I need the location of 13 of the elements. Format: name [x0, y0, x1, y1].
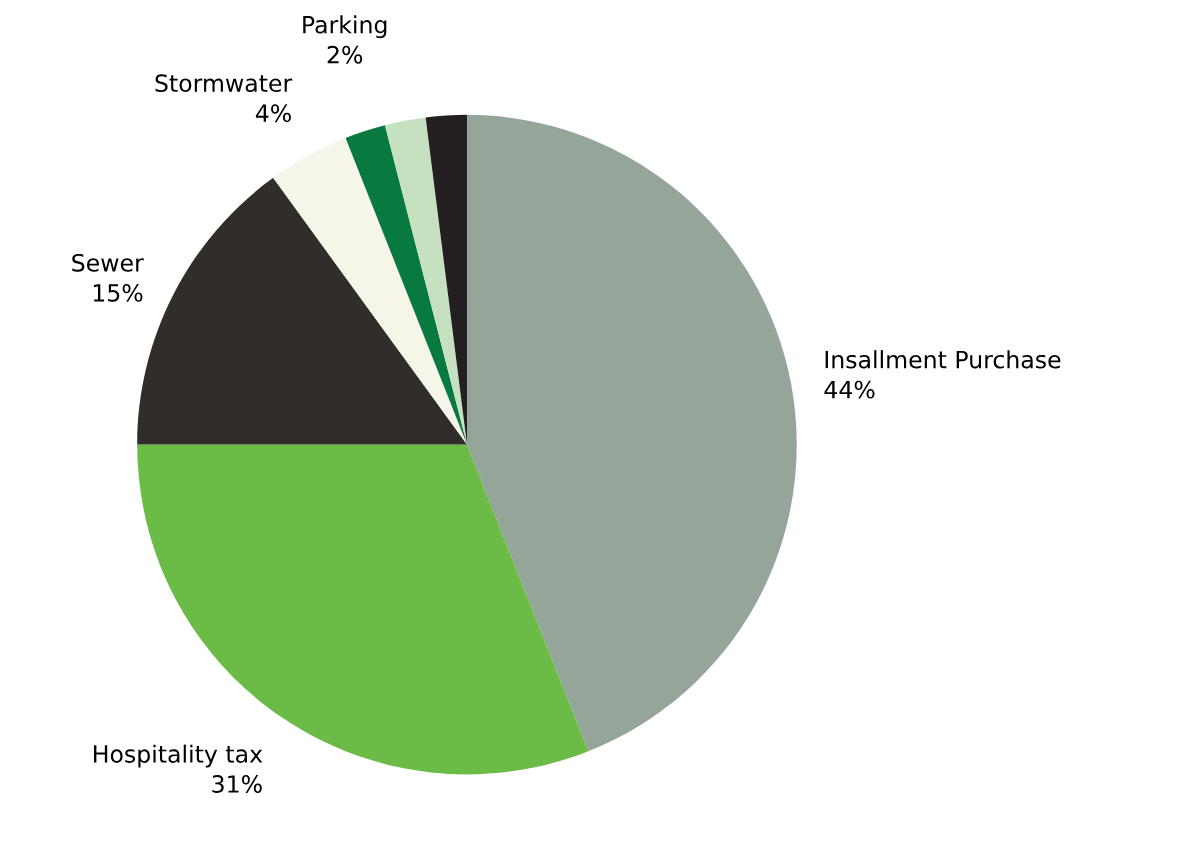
data-label: 2%: [327, 45, 363, 64]
slice-label: Sewer: [72, 253, 144, 272]
slice-label: Hospitality tax: [94, 744, 263, 768]
pie-slice: [466, 114, 797, 752]
data-label: 15%: [93, 283, 143, 302]
data-label: 31%: [212, 775, 262, 793]
slice-label: Insallment Purchase: [825, 350, 1061, 369]
slice-label: Parking: [303, 15, 387, 39]
data-label: 44%: [824, 380, 875, 399]
data-label: 4%: [255, 104, 291, 123]
pie-slice: [384, 117, 467, 445]
pie-slice: [273, 137, 467, 445]
slice-label: Stormwater: [155, 74, 293, 93]
